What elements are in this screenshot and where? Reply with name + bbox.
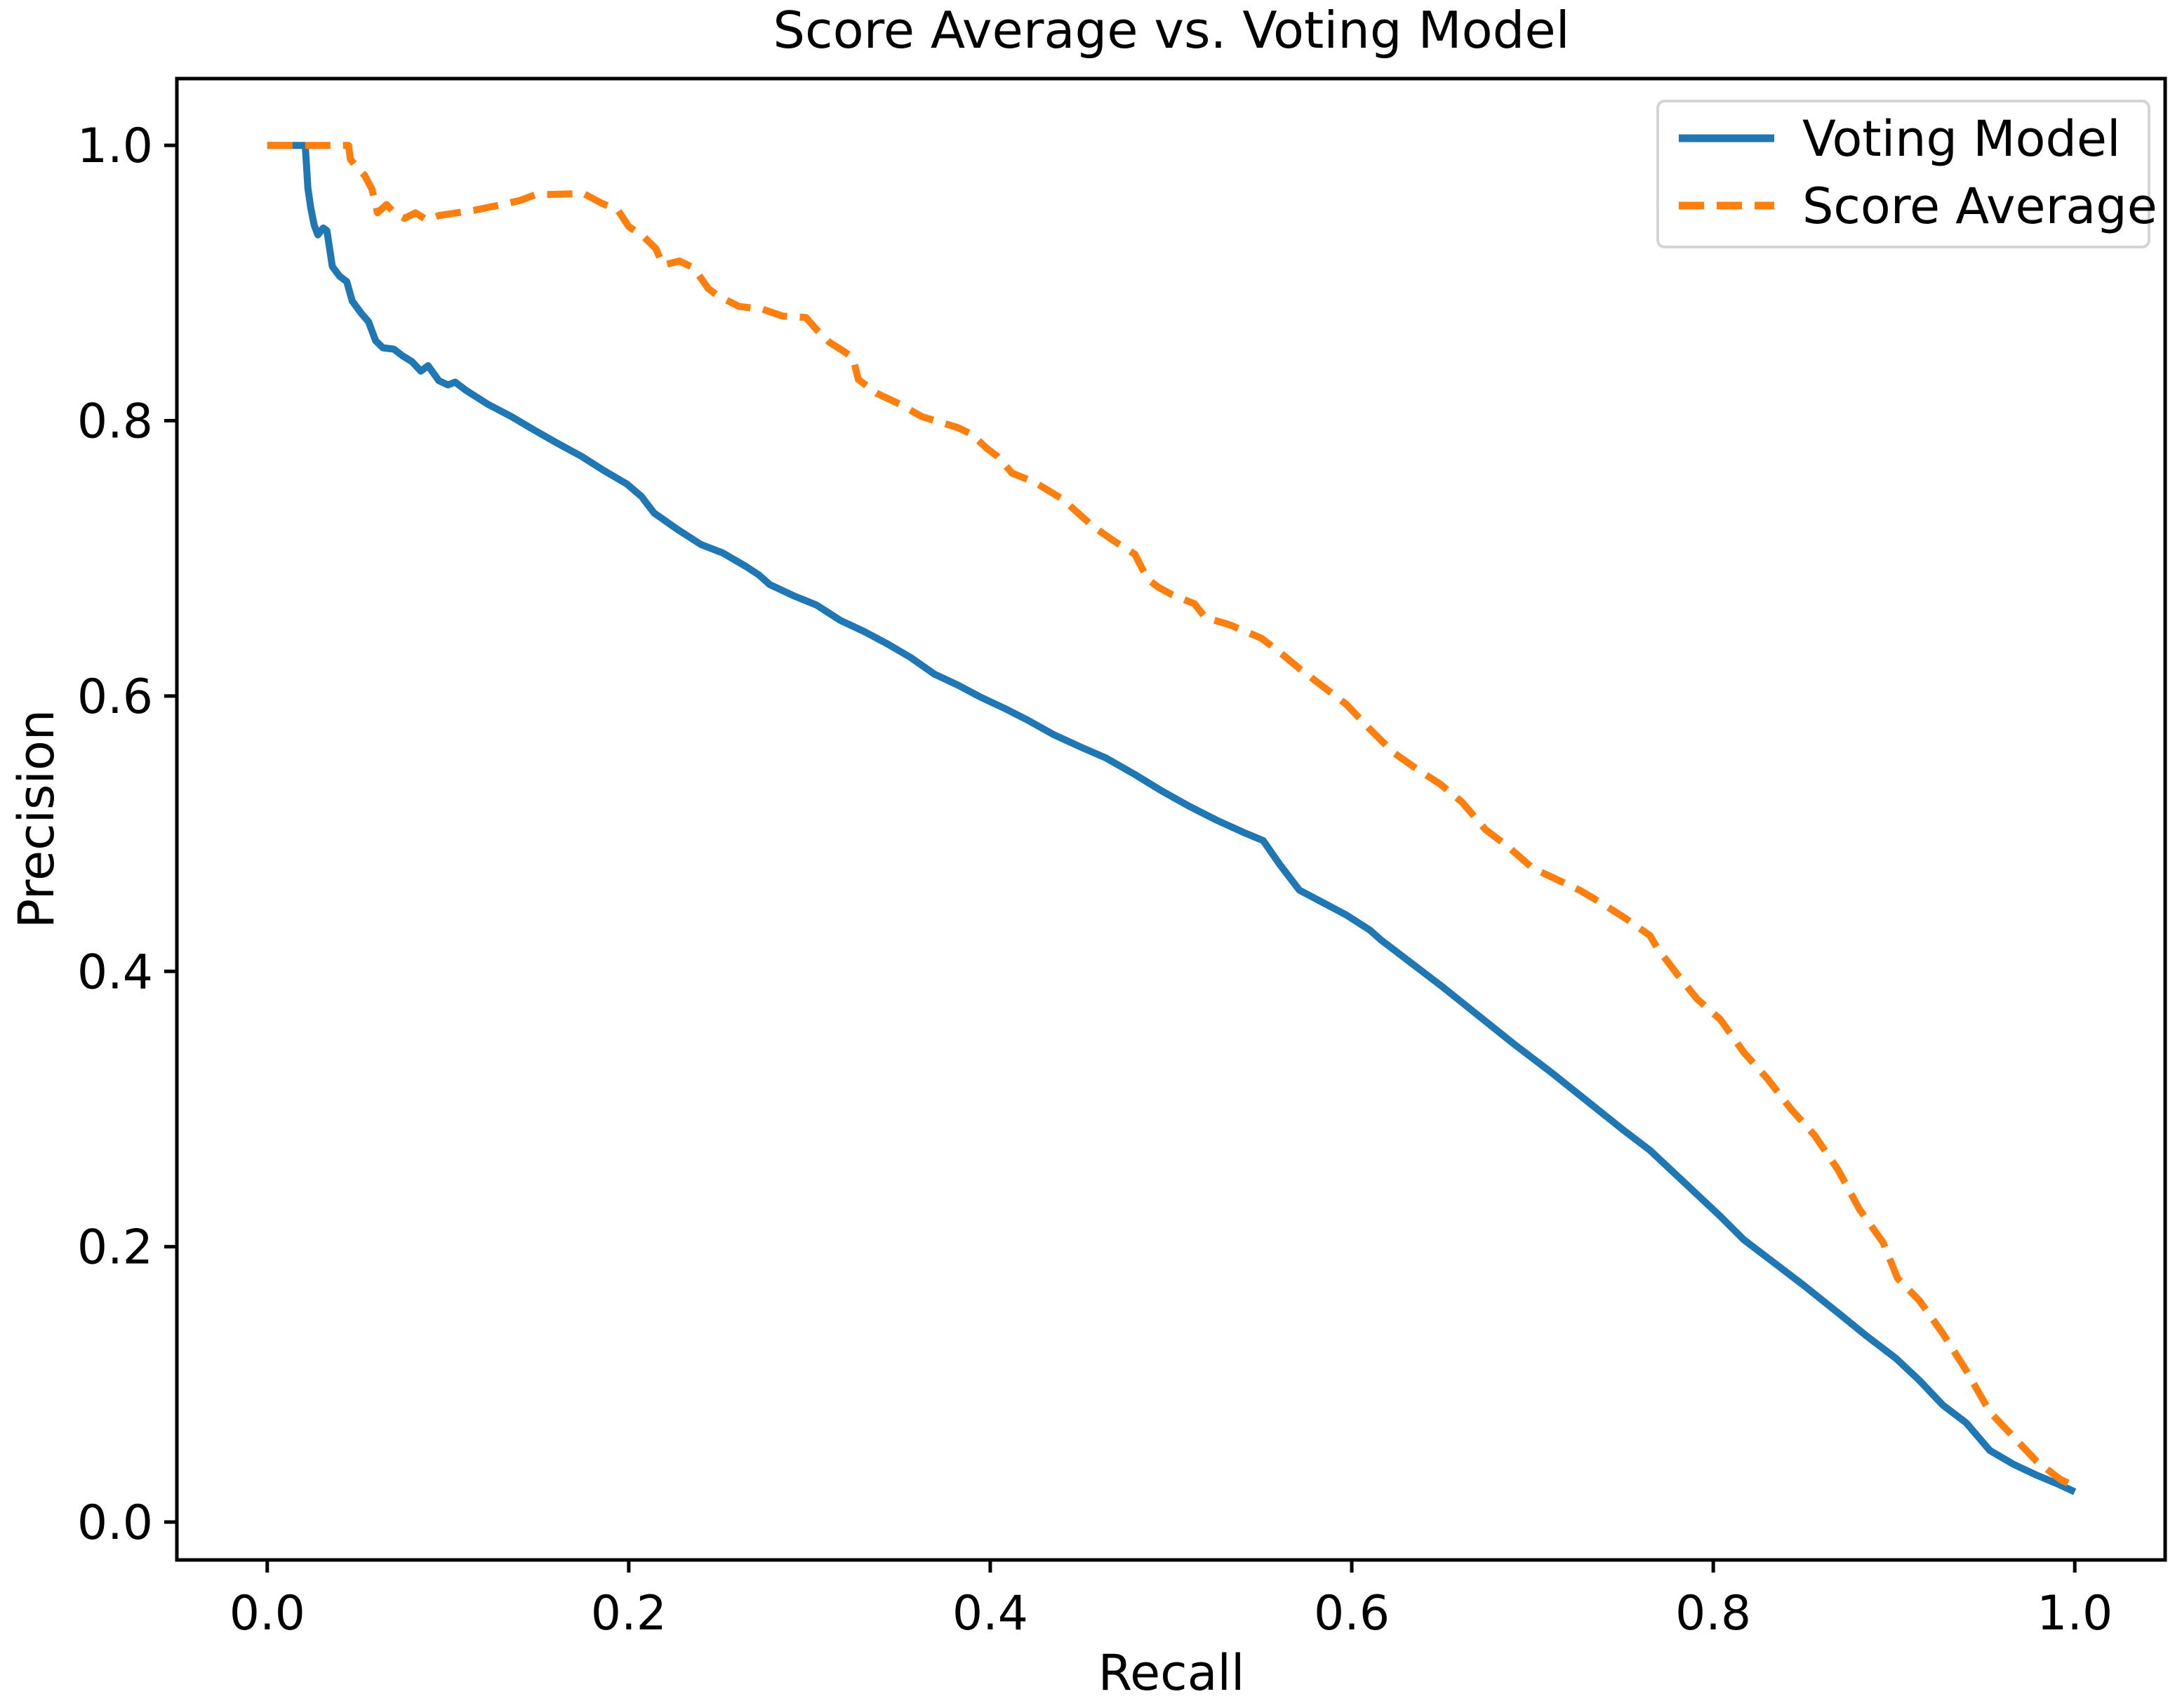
y-tick-label: 0.6 <box>77 669 153 725</box>
y-tick-label: 1.0 <box>77 119 153 174</box>
plot-border <box>175 76 2167 1562</box>
legend-frame <box>1656 100 2150 248</box>
curve-group <box>267 142 2077 1495</box>
legend-box: Voting Model Score Average <box>1656 100 2157 248</box>
x-tick-label: 1.0 <box>2037 1586 2113 1641</box>
y-tick-label: 0.2 <box>77 1220 153 1276</box>
x-tick-label: 0.0 <box>229 1586 305 1641</box>
y-tick-label: 0.8 <box>77 394 153 450</box>
x-axis-label: Recall <box>1098 1644 1245 1702</box>
chart-title: Score Average vs. Voting Model <box>773 1 1569 60</box>
x-tick-label: 0.2 <box>591 1586 667 1641</box>
legend-label: Voting Model <box>1802 110 2120 168</box>
x-tick-label: 0.6 <box>1314 1586 1390 1641</box>
y-axis-label: Precision <box>8 709 65 928</box>
curve-voting-model <box>267 142 2077 1495</box>
curve-score-average <box>267 142 2077 1490</box>
legend-item-score-average: Score Average <box>1679 178 2157 235</box>
legend-item-voting-model: Voting Model <box>1679 110 2120 168</box>
x-tick-label: 0.4 <box>952 1586 1028 1641</box>
y-tick-label: 0.4 <box>77 945 153 1000</box>
legend-label: Score Average <box>1802 178 2157 235</box>
y-tick-label: 0.0 <box>77 1495 153 1551</box>
x-tick-label: 0.8 <box>1675 1586 1751 1641</box>
axis-ticks: 0.0 0.2 0.4 0.6 0.8 1.0 0.0 0.2 0.4 0.6 0.8 1.0 <box>77 119 2113 1641</box>
